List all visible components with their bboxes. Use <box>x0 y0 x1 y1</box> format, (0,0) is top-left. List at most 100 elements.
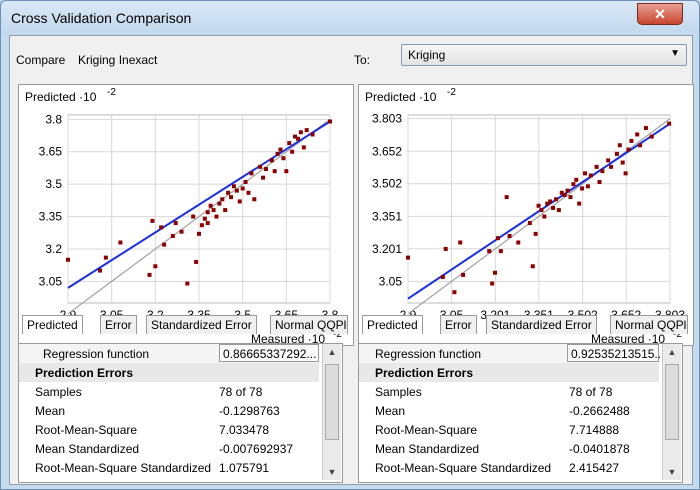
stat-value: -0.0401878 <box>569 442 630 456</box>
to-method-dropdown[interactable]: Kriging ▼ <box>401 44 687 66</box>
tab-standardized-error[interactable]: Standardized Error <box>486 315 597 334</box>
data-point <box>153 264 158 269</box>
reference-line <box>67 118 331 315</box>
stat-key: Mean <box>35 404 66 418</box>
compare-value: Kriging Inexact <box>78 53 158 67</box>
regression-line <box>67 120 331 289</box>
tab-normal-qqplot[interactable]: Normal QQPlot <box>270 315 348 334</box>
tab-error[interactable]: Error <box>100 315 137 334</box>
y-axis-exponent: -2 <box>107 87 116 98</box>
data-point <box>205 210 210 215</box>
compare-label: Compare <box>16 53 66 67</box>
stat-value: 78 of 78 <box>569 385 613 399</box>
data-point <box>293 134 298 139</box>
data-point <box>229 195 234 200</box>
stats-grid-right[interactable]: Regression function 0.92535213515... Pre… <box>358 343 683 483</box>
y-tick-label: 3.35 <box>39 210 63 224</box>
scroll-up-icon[interactable]: ▲ <box>327 347 337 357</box>
regression-value[interactable]: 0.86665337292... <box>219 344 319 362</box>
tab-error[interactable]: Error <box>440 315 477 334</box>
stat-key: Root-Mean-Square <box>35 423 138 437</box>
stat-value: 7.714888 <box>569 423 620 437</box>
y-tick-label: 3.2 <box>45 242 62 256</box>
regression-value[interactable]: 0.92535213515... <box>567 344 664 362</box>
data-point <box>220 197 225 202</box>
scroll-thumb[interactable] <box>325 364 339 440</box>
to-label: To: <box>354 53 371 67</box>
data-point <box>461 272 466 277</box>
scroll-thumb[interactable] <box>665 364 679 440</box>
dropdown-value: Kriging <box>408 48 446 62</box>
scroll-up-icon[interactable]: ▲ <box>667 347 677 357</box>
data-point <box>258 164 263 169</box>
scroll-down-icon[interactable]: ▼ <box>667 467 677 477</box>
y-tick-label: 3.05 <box>379 274 403 288</box>
data-point <box>246 190 251 195</box>
data-point <box>278 147 283 152</box>
vertical-scrollbar[interactable]: ▲ ▼ <box>662 344 681 480</box>
data-point <box>533 231 538 236</box>
data-point <box>66 257 70 262</box>
regression-line <box>407 122 671 300</box>
stat-row: Mean Standardized -0.007692937 <box>19 439 319 458</box>
data-point <box>237 199 242 204</box>
data-point <box>226 190 231 195</box>
data-point <box>440 275 445 280</box>
data-point <box>443 246 448 251</box>
data-point <box>556 208 561 213</box>
close-button[interactable]: ✕ <box>637 3 683 25</box>
data-point <box>290 149 295 154</box>
data-point <box>638 143 643 148</box>
data-point <box>458 240 463 245</box>
stat-value: 78 of 78 <box>219 385 263 399</box>
tab-predicted[interactable]: Predicted <box>362 315 423 334</box>
data-point <box>493 270 498 275</box>
data-point <box>530 264 535 269</box>
y-tick-label: 3.05 <box>39 274 63 288</box>
data-point <box>487 249 492 254</box>
title-bar[interactable]: Cross Validation Comparison ✕ <box>1 1 699 35</box>
y-tick-label: 3.201 <box>372 242 402 256</box>
stat-value: -0.007692937 <box>219 442 294 456</box>
stat-row: Mean Standardized -0.0401878 <box>359 439 659 458</box>
data-point <box>551 205 556 210</box>
data-point <box>231 184 236 189</box>
data-point <box>162 242 167 247</box>
scroll-down-icon[interactable]: ▼ <box>327 467 337 477</box>
data-point <box>284 169 289 174</box>
data-point <box>545 201 550 206</box>
data-point <box>301 145 306 150</box>
stat-key: Root-Mean-Square Standardized <box>35 461 212 475</box>
data-point <box>208 203 213 208</box>
data-point <box>179 229 184 234</box>
data-point <box>298 130 303 135</box>
stat-key: Mean Standardized <box>35 442 140 456</box>
data-point <box>159 225 164 230</box>
data-point <box>585 184 590 189</box>
data-point <box>328 119 332 124</box>
data-point <box>170 234 175 239</box>
y-tick-label: 3.652 <box>372 144 402 158</box>
stats-grid-left[interactable]: Regression function 0.86665337292... Pre… <box>18 343 343 483</box>
y-axis-label: Predicted ·10 <box>365 90 437 104</box>
data-point <box>559 190 564 195</box>
data-point <box>199 223 204 228</box>
data-point <box>150 218 155 223</box>
vertical-scrollbar[interactable]: ▲ ▼ <box>322 344 341 480</box>
tab-standardized-error[interactable]: Standardized Error <box>146 315 257 334</box>
data-point <box>574 177 579 182</box>
tab-predicted[interactable]: Predicted <box>22 315 83 334</box>
stat-key: Mean Standardized <box>375 442 480 456</box>
tab-normal-qqplot[interactable]: Normal QQPlot <box>610 315 688 334</box>
data-point <box>211 208 216 213</box>
stat-value: -0.1298763 <box>219 404 280 418</box>
y-tick-label: 3.65 <box>39 145 63 159</box>
stat-key: Root-Mean-Square <box>375 423 478 437</box>
stat-row: Mean -0.1298763 <box>19 401 319 420</box>
stat-value: 1.075791 <box>219 461 270 475</box>
data-point <box>588 173 593 178</box>
y-axis-exponent: -2 <box>447 87 456 98</box>
